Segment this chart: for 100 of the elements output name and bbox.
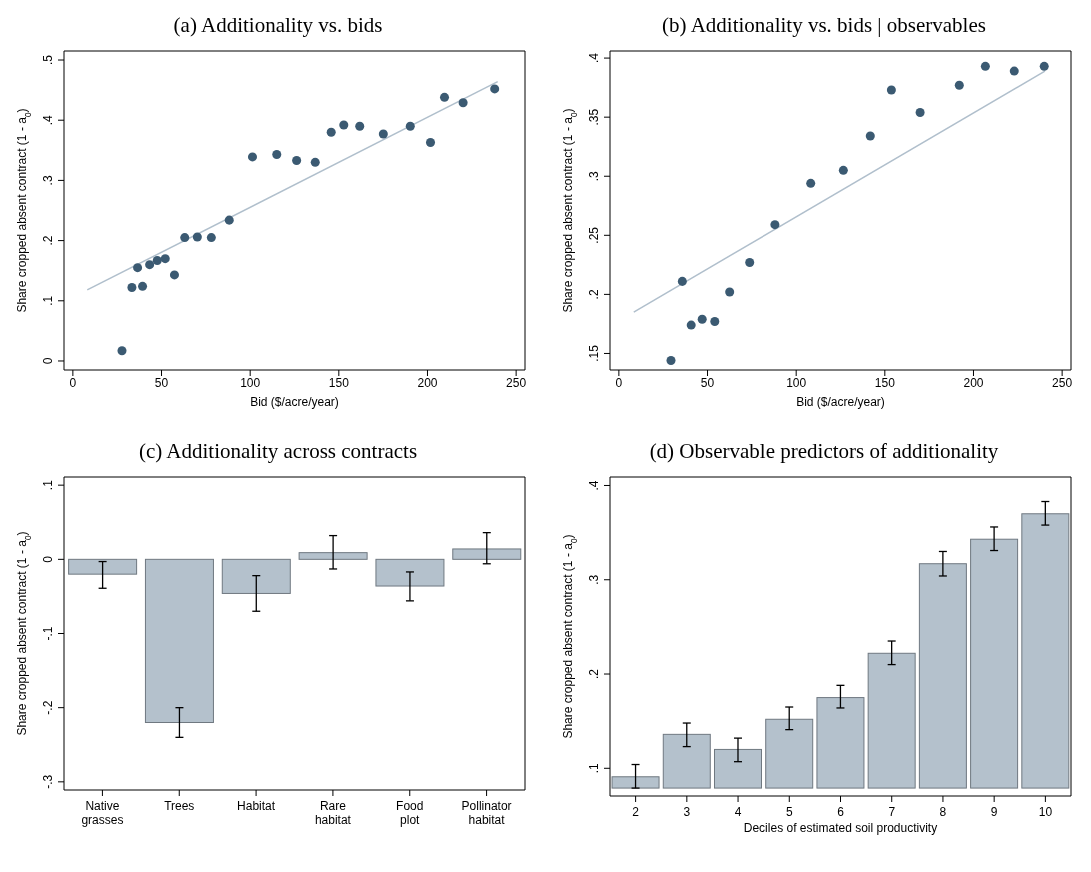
x-tick-label: 10 [1038,805,1053,819]
point [886,85,896,95]
point [458,98,468,108]
x-tick-label: 50 [154,375,169,390]
bar [765,718,814,789]
point [915,107,925,117]
point [1009,66,1019,76]
y-tick-label: .4 [587,52,601,64]
point [339,120,349,130]
bar [662,733,711,789]
x-tick-label: 150 [874,375,896,390]
y-tick-label: .1 [41,479,55,491]
chart-title: (c) Additionality across contracts [137,438,419,465]
point [686,320,696,330]
chart-title: (a) Additionality vs. bids [172,12,384,39]
y-tick-label: .4 [587,480,601,491]
x-tick-label: 7 [888,805,896,819]
point [378,129,388,139]
point [838,165,848,175]
point [697,314,707,324]
x-tick-label: 8 [939,805,947,819]
y-tick-label: -.1 [41,626,55,641]
x-tick-label: 4 [734,805,742,819]
x-axis-title: Bid ($/acre/year) [796,395,885,409]
x-axis-title: Deciles of estimated soil productivity [743,821,938,835]
x-tick-label: Trees [164,799,195,813]
x-tick-label: 3 [683,805,691,819]
y-tick-label: .35 [587,108,601,126]
x-tick-label: 9 [990,805,998,819]
x-tick-label: 150 [328,375,350,390]
point [192,232,202,242]
bar [221,558,291,594]
bar [375,558,445,587]
chart-title: (d) Observable predictors of additionality [648,438,1000,465]
x-tick-label: Rare habitat [314,799,352,827]
y-tick-label: .25 [587,226,601,244]
point [152,255,162,265]
point [439,92,450,102]
point [169,270,179,280]
y-tick-label: -.2 [41,700,55,715]
point [247,152,257,162]
y-tick-label: -.3 [41,774,55,789]
point [770,220,780,230]
bar [298,552,368,560]
x-tick-label: 200 [417,375,438,390]
point [954,80,964,90]
y-tick-label: .2 [587,668,601,680]
x-tick-label: Native grasses [81,799,124,827]
point [206,233,216,243]
point [145,260,155,270]
x-tick-label: 250 [1052,375,1073,390]
y-tick-label: .15 [587,344,601,362]
bar [452,548,522,560]
y-tick-label: .3 [41,175,55,186]
point [127,283,137,293]
point [666,356,676,366]
bar [1021,513,1070,789]
x-tick-label: 5 [785,805,793,819]
x-axis-title: Bid ($/acre/year) [250,395,339,409]
point [224,215,234,225]
bar [918,563,967,789]
bar [144,558,214,723]
point [292,156,302,166]
point [745,257,755,267]
x-tick-label: Food plot [396,799,424,827]
bar [611,776,660,789]
bar [867,652,916,789]
y-tick-label: .2 [41,235,55,246]
point [272,150,282,160]
point [326,127,336,137]
point [677,276,687,286]
point [710,317,720,327]
point [405,121,415,131]
point [865,131,875,141]
point [355,121,365,131]
bar [68,558,138,575]
y-tick-label: .4 [41,114,55,126]
y-tick-label: 0 [41,555,55,563]
x-tick-label: 2 [632,805,640,819]
point [425,137,436,147]
x-tick-label: 0 [69,375,77,390]
point [117,346,127,356]
x-tick-label: 50 [700,375,715,390]
point [725,287,735,297]
point [133,263,143,273]
x-tick-label: Habitat [237,799,276,813]
x-tick-label: 6 [837,805,845,819]
x-tick-label: 0 [615,375,623,390]
bar [816,697,865,789]
point [180,233,190,243]
x-tick-label: 250 [506,375,527,390]
y-tick-label: .2 [587,289,601,300]
y-tick-label: .1 [41,295,55,306]
x-tick-label: 200 [963,375,984,390]
y-tick-label: .3 [587,170,601,182]
point [806,178,816,188]
y-tick-label: .5 [41,54,55,66]
point [980,61,990,71]
y-tick-label: 0 [41,357,55,365]
x-tick-label: Pollinator habitat [461,799,512,827]
